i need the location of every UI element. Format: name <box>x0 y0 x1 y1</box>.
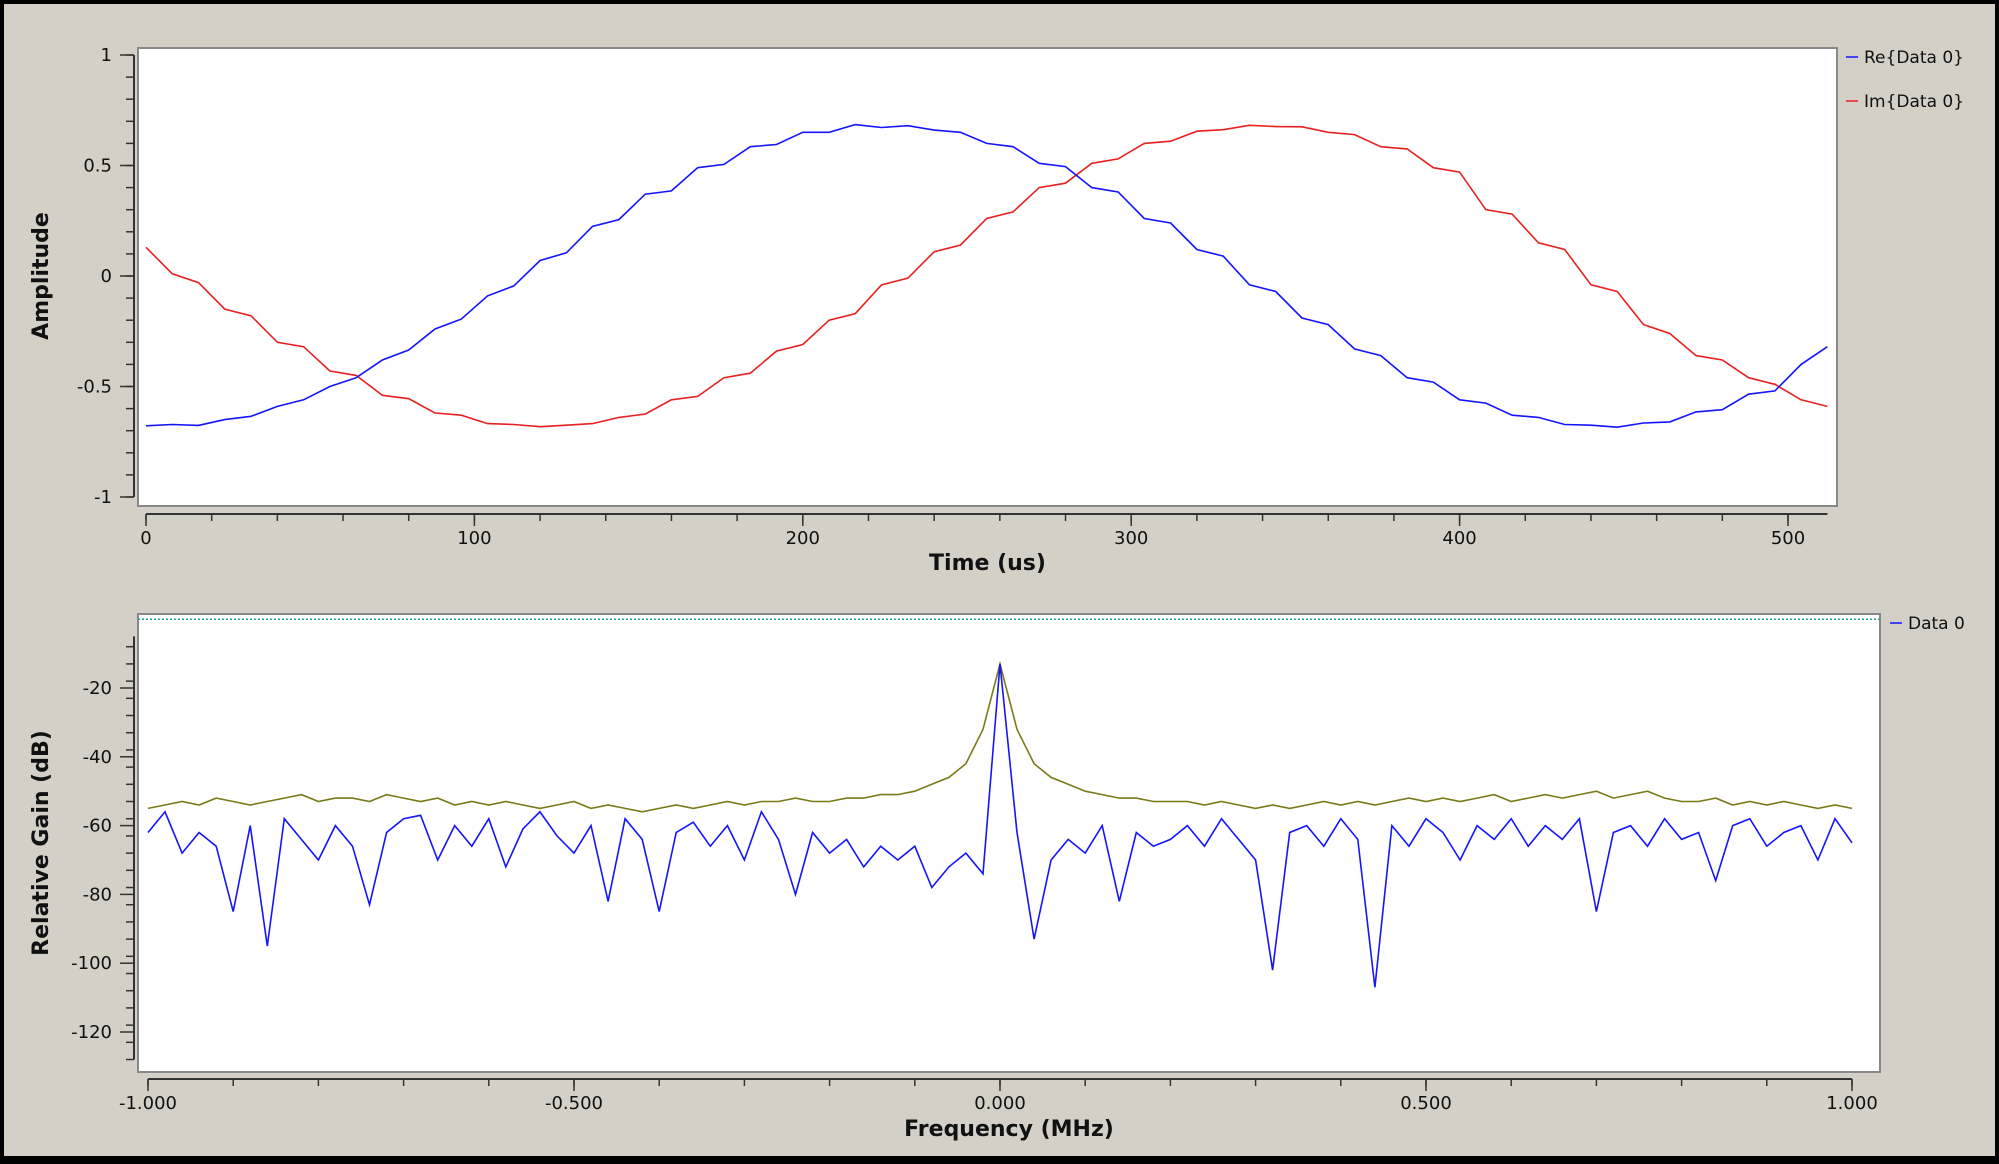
x-tick-label: 100 <box>457 528 491 549</box>
x-tick-label: -1.000 <box>119 1093 177 1114</box>
x-axis-title: Time (us) <box>929 551 1046 576</box>
x-tick-label: 0.000 <box>974 1093 1026 1114</box>
plot-window: 1 0.5 0 -0.5 -1 0 100 200 300 400 500 Time (us) Ampl… <box>4 4 1995 1156</box>
plot-area <box>137 613 1881 1073</box>
x-tick-label: 200 <box>786 528 820 549</box>
y-tick-label: -80 <box>83 884 112 905</box>
time-plot: 1 0.5 0 -0.5 -1 0 100 200 300 400 500 Time (us) Ampl… <box>29 45 1964 576</box>
plots: 1 0.5 0 -0.5 -1 0 100 200 300 400 500 Time (us) Ampl… <box>29 45 1965 1142</box>
series-line-re-data-0 <box>145 123 1828 429</box>
x-tick-label: 300 <box>1114 528 1148 549</box>
y-tick-label: -60 <box>83 816 112 837</box>
x-tick-label: 0.500 <box>1400 1093 1452 1114</box>
legend-item[interactable]: Data 0 <box>1890 614 1965 634</box>
y-tick-label: -20 <box>83 678 112 699</box>
x-tick-label: 1.000 <box>1826 1093 1878 1114</box>
legend-item[interactable]: Re{Data 0} <box>1846 48 1964 68</box>
y-tick-label: 1 <box>101 45 112 66</box>
series-line-im-data-0 <box>145 124 1828 428</box>
x-axis-title: Frequency (MHz) <box>904 1117 1114 1142</box>
y-tick-label: -40 <box>83 747 112 768</box>
y-tick-label: -120 <box>71 1022 112 1043</box>
legend-label: Im{Data 0} <box>1864 92 1964 112</box>
y-axis-title: Amplitude <box>29 212 54 340</box>
series-line-data-0 <box>147 663 1853 988</box>
chart-canvas: 1 0.5 0 -0.5 -1 0 100 200 300 400 500 Time (us) Ampl… <box>29 45 1965 1142</box>
y-axis-title: Relative Gain (dB) <box>29 730 54 956</box>
x-tick-label: -0.500 <box>545 1093 603 1114</box>
plot-area <box>137 47 1838 507</box>
legend-label: Data 0 <box>1908 614 1965 634</box>
y-tick-label: -1 <box>94 487 112 508</box>
frequency-plot: -20 -40 -60 -80 -100 -120 -1.000 -0.500 0.000 0.5… <box>29 613 1965 1142</box>
x-tick-label: 400 <box>1442 528 1476 549</box>
y-tick-label: 0 <box>101 266 112 287</box>
y-tick-label: 0.5 <box>83 156 112 177</box>
y-tick-label: -0.5 <box>77 377 112 398</box>
x-tick-label: 0 <box>140 528 151 549</box>
legend-label: Re{Data 0} <box>1864 48 1964 68</box>
y-tick-label: -100 <box>71 953 112 974</box>
x-tick-label: 500 <box>1771 528 1805 549</box>
legend-item[interactable]: Im{Data 0} <box>1846 92 1964 112</box>
